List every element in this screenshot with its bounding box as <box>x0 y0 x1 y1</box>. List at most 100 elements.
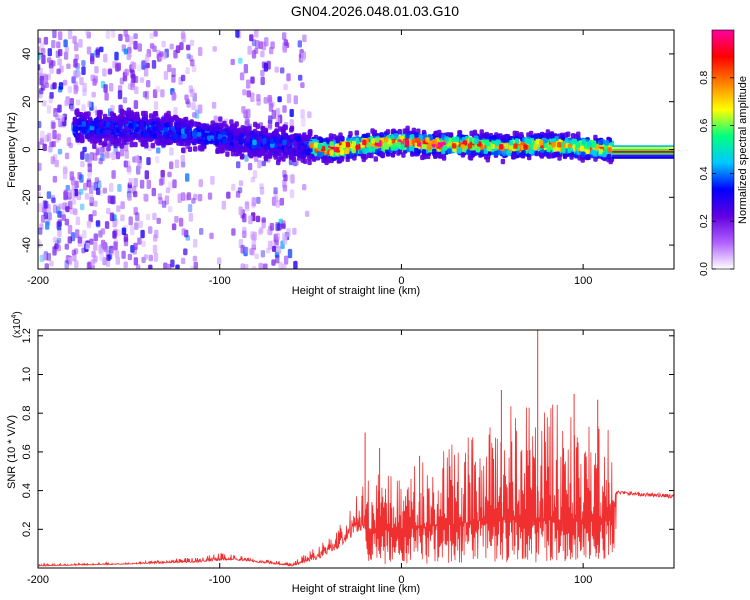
spectrogram-cell <box>38 141 41 150</box>
spectrogram-cell <box>127 166 132 175</box>
spectrogram-cell <box>292 227 297 235</box>
spectrogram-cell <box>411 139 416 145</box>
spectrogram-cell <box>587 141 592 147</box>
spectrogram-cell <box>474 138 479 145</box>
spectrogram-cell <box>95 148 100 156</box>
spectrogram-cell <box>230 150 236 157</box>
spectrogram-cell <box>70 105 75 112</box>
spectrogram-cell <box>184 128 189 134</box>
spectrogram-cell <box>321 157 326 163</box>
spectrogram-cell <box>163 123 168 129</box>
spectrogram-cell <box>242 230 247 238</box>
spectrogram-cell <box>111 170 116 179</box>
spectrogram-cell <box>56 244 61 252</box>
spectrogram-cell <box>105 260 111 267</box>
spectrogram-cell <box>41 48 46 55</box>
spectrogram-cell <box>511 153 517 159</box>
spectrogram-cell <box>64 218 70 226</box>
spectrogram-cell <box>274 66 279 73</box>
spectrogram-cell <box>172 179 177 189</box>
snr-ytick-label: 0.6 <box>21 444 33 459</box>
spectrogram-cell <box>160 89 165 98</box>
spectrogram-cell <box>131 73 136 83</box>
spectrogram-cell <box>575 142 581 148</box>
spectrogram-cell <box>38 184 41 191</box>
spectrogram-cell <box>110 138 115 145</box>
spectrogram-cell <box>396 150 401 156</box>
spectrogram-cell <box>78 39 83 48</box>
spectrogram-cell <box>174 159 180 169</box>
spectrogram-cell <box>73 84 78 95</box>
spectrogram-cell <box>98 245 103 255</box>
spectrogram-cell <box>164 195 170 205</box>
spectrogram-cell <box>271 109 276 120</box>
spectrogram-cell <box>39 87 44 95</box>
spectrogram-cell <box>86 31 91 39</box>
spectrogram-cell <box>239 154 245 160</box>
spectrogram-cell <box>163 131 168 138</box>
spectrogram-cell <box>282 32 287 41</box>
spectrogram-cell <box>93 182 98 191</box>
spectrogram-cell <box>221 200 226 210</box>
spectrogram-cell <box>274 130 279 137</box>
spectrogram-cell <box>173 107 178 116</box>
spectrogram-cell <box>129 141 134 148</box>
spectrogram-cell <box>73 58 78 68</box>
spectrogram-cell <box>538 152 544 158</box>
spectrogram-cell <box>88 214 93 223</box>
spectrogram-cell <box>607 147 612 153</box>
spectrogram-cell <box>56 237 62 244</box>
spectrogram-cell <box>421 144 427 150</box>
spectrogram-cell <box>64 152 70 160</box>
spectrogram-cell <box>254 30 259 39</box>
spectrogram-cell <box>317 143 323 150</box>
spectrogram-cell <box>152 244 158 254</box>
spectrogram-cell <box>300 82 305 88</box>
spectrogram-cell <box>160 176 165 185</box>
spectrogram-cell <box>245 136 251 142</box>
spectrogram-cell <box>115 63 120 72</box>
spectrogram-cell <box>169 116 175 123</box>
spectrogram-tail-band <box>612 156 674 159</box>
spectrogram-cell <box>93 241 98 251</box>
spectrogram-cell <box>283 83 288 91</box>
spectrogram-cell <box>286 228 291 237</box>
spectrogram-cell <box>49 92 54 99</box>
spectrogram-cell <box>133 33 138 40</box>
spectrogram-cell <box>54 159 59 168</box>
spectrogram-cell <box>75 118 81 125</box>
spectrogram-cell <box>335 135 340 141</box>
spectrogram-cell <box>184 94 189 101</box>
spectrogram-cell <box>75 134 80 141</box>
spectrogram-cell <box>109 123 114 130</box>
spectrogram-cell <box>56 41 61 49</box>
spectrogram-cell <box>606 154 612 160</box>
spectrogram-cell <box>167 139 172 146</box>
spectrogram-cell <box>228 145 233 152</box>
spectrogram-cell <box>82 146 87 153</box>
spectrogram-cell <box>123 48 128 55</box>
spectrogram-cell <box>392 142 397 149</box>
spectrogram-cell <box>484 134 489 140</box>
spectrogram-cell <box>104 92 109 101</box>
spectrogram-cell <box>109 134 114 140</box>
spectrogram-cell <box>174 215 179 223</box>
spectrogram-cell <box>260 150 266 156</box>
spectrogram-cell <box>302 34 307 43</box>
spectrogram-cell <box>247 125 252 132</box>
spectrogram-cell <box>144 170 149 180</box>
spectrogram-cell <box>104 151 110 159</box>
spectrogram-cell <box>118 113 123 120</box>
spectrogram-cell <box>90 120 95 127</box>
spectrogram-cell <box>340 136 345 142</box>
spectrogram-cell <box>542 138 547 144</box>
spectrogram-cell <box>561 148 566 154</box>
spectrogram-cell <box>278 261 283 269</box>
spectrogram-cell <box>219 148 225 154</box>
spectrogram-cell <box>135 264 141 269</box>
spectrogram-cell <box>273 195 279 203</box>
colorbar-tick-label: 0.0 <box>699 262 710 276</box>
snr-ytick-label: 0.2 <box>21 522 33 537</box>
spectrogram-cell <box>257 137 263 144</box>
spectrogram-cell <box>240 137 245 143</box>
